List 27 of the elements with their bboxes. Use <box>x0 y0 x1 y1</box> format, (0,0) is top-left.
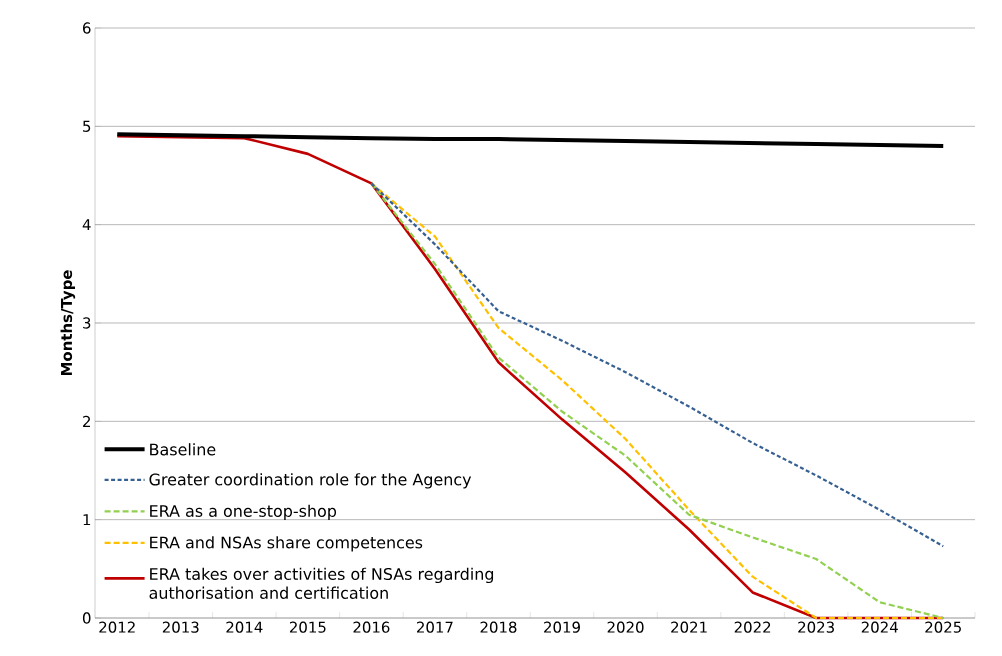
y-axis-title: Months/Type <box>60 270 76 376</box>
y-tick-label: 2 <box>83 415 90 427</box>
legend-label: Baseline <box>150 443 216 456</box>
x-tick-label: 2024 <box>861 621 898 633</box>
x-tick-label: 2017 <box>417 621 453 633</box>
legend-label: ERA as a one-stop-shop <box>150 504 337 521</box>
x-tick-label: 2015 <box>289 621 326 633</box>
x-tick-label: 2020 <box>607 621 644 633</box>
x-tick-label: 2016 <box>353 621 390 633</box>
y-tick-label: 0 <box>82 612 91 624</box>
legend-label: ERA takes over activities of NSAs regarding authorisation and certification <box>149 567 494 599</box>
legend-label: Greater coordination role for the Agency <box>149 473 472 489</box>
y-tick-label: 1 <box>83 514 91 526</box>
x-tick-label: 2013 <box>162 621 199 633</box>
y-tick-label: 5 <box>83 120 91 132</box>
x-tick-label: 2022 <box>734 621 771 633</box>
x-tick-label: 2021 <box>671 621 707 633</box>
y-tick-label: 3 <box>83 317 91 329</box>
legend-label: ERA and NSAs share competences <box>150 536 423 552</box>
x-tick-label: 2019 <box>544 621 580 633</box>
x-tick-label: 2012 <box>99 621 135 633</box>
x-tick-label: 2025 <box>925 621 961 633</box>
x-tick-label: 2018 <box>480 621 517 633</box>
x-tick-label: 2014 <box>226 621 263 633</box>
y-tick-label: 6 <box>83 22 91 34</box>
y-tick-label: 4 <box>82 219 91 231</box>
x-tick-label: 2023 <box>798 621 834 633</box>
